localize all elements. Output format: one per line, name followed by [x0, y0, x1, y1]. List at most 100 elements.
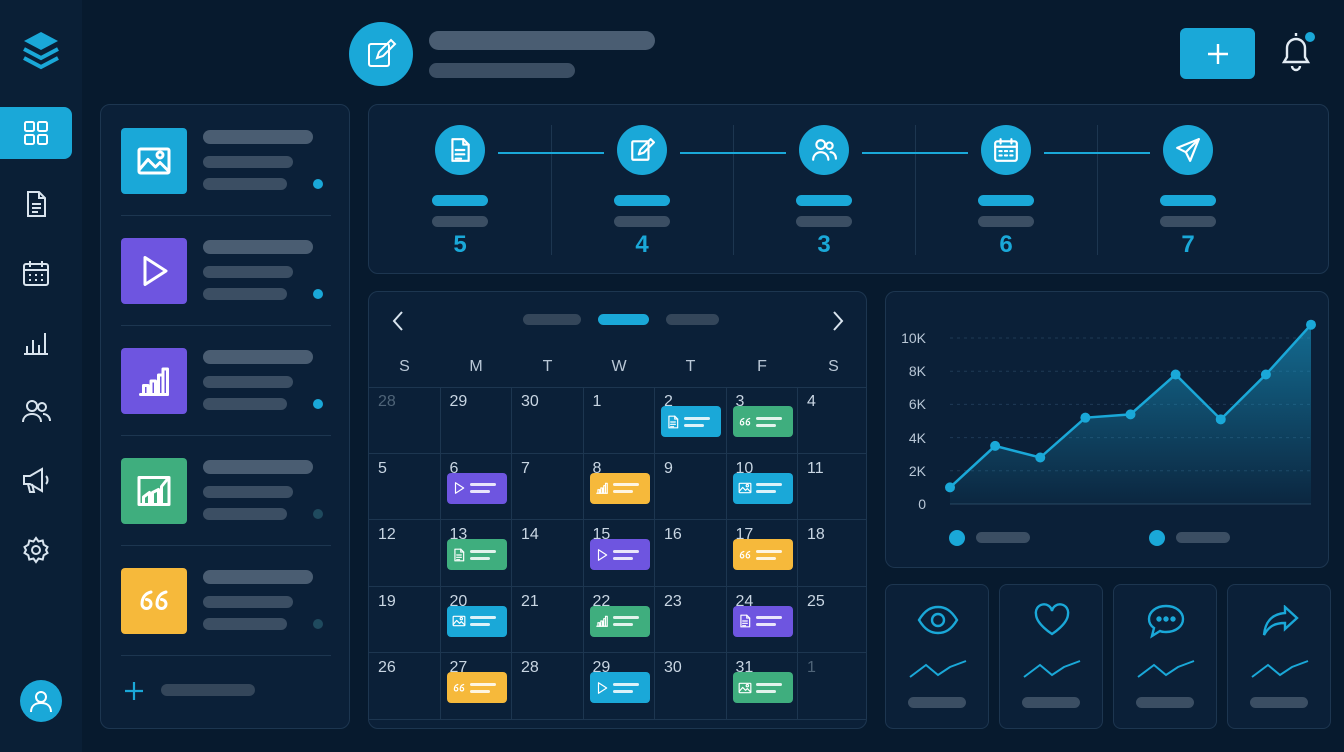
notifications-button[interactable]: [1278, 30, 1318, 74]
nav-analytics[interactable]: [0, 317, 72, 369]
day-number: 25: [807, 592, 825, 610]
nav-campaigns[interactable]: [0, 454, 72, 506]
nav-dashboard[interactable]: [0, 107, 72, 159]
scheduled-post[interactable]: [732, 672, 793, 703]
page-title-placeholder: [429, 31, 655, 50]
calendar-day[interactable]: 2: [655, 387, 727, 454]
scheduled-post[interactable]: [661, 406, 721, 437]
trend-line: [1251, 660, 1309, 678]
item-meta-placeholder: [203, 266, 293, 278]
calendar-day[interactable]: 28: [369, 387, 441, 454]
image-thumbnail: [121, 128, 187, 194]
calendar-day[interactable]: 10: [726, 453, 798, 520]
users-icon: [22, 400, 51, 423]
calendar-day[interactable]: 31: [726, 653, 798, 720]
scheduled-post[interactable]: [446, 539, 507, 570]
item-title-placeholder: [203, 460, 313, 474]
calendar-day[interactable]: 15: [583, 520, 655, 587]
view-tab-1[interactable]: [523, 314, 581, 325]
calendar-day[interactable]: 28: [512, 653, 584, 720]
view-tab-2-active[interactable]: [598, 314, 649, 325]
weekday-label: S: [828, 358, 839, 375]
workflow-step-5[interactable]: 7: [1097, 105, 1279, 273]
calendar-day[interactable]: 19: [369, 586, 441, 653]
calendar-day[interactable]: 21: [512, 586, 584, 653]
calendar-day[interactable]: 8: [583, 453, 655, 520]
nav-team[interactable]: [0, 385, 72, 437]
calendar-day[interactable]: 16: [655, 520, 727, 587]
calendar-day[interactable]: 30: [512, 387, 584, 454]
calendar-day[interactable]: 24: [726, 586, 798, 653]
avatar[interactable]: [20, 680, 62, 722]
scheduled-post[interactable]: [732, 406, 793, 437]
scheduled-post[interactable]: [589, 605, 650, 637]
add-button[interactable]: [1180, 28, 1255, 79]
quote-icon: [140, 590, 168, 610]
calendar-day[interactable]: 1: [583, 387, 655, 454]
workflow-step-4[interactable]: 6: [915, 105, 1097, 273]
trend-line: [1137, 660, 1195, 678]
day-number: 26: [378, 659, 396, 676]
workflow-step-3[interactable]: 3: [733, 105, 915, 273]
content-item-video[interactable]: [121, 238, 331, 338]
calendar-day[interactable]: 1: [798, 653, 866, 720]
scheduled-post[interactable]: [589, 672, 650, 703]
stat-card-likes[interactable]: [999, 584, 1103, 729]
calendar-day[interactable]: 29: [440, 387, 512, 454]
add-content-button[interactable]: [123, 680, 145, 702]
layers-icon[interactable]: [22, 30, 60, 76]
workflow-step-1[interactable]: 5: [369, 105, 551, 273]
y-tick-label: 10K: [901, 330, 926, 346]
scheduled-post[interactable]: [732, 539, 793, 570]
scheduled-post[interactable]: [589, 539, 650, 570]
content-item-quote[interactable]: [121, 568, 331, 668]
calendar-day[interactable]: 23: [655, 586, 727, 653]
calendar-day[interactable]: 29: [583, 653, 655, 720]
calendar-day[interactable]: 3: [726, 387, 798, 454]
nav-documents[interactable]: [0, 178, 72, 230]
next-month-button[interactable]: [831, 310, 845, 332]
content-item-chart[interactable]: [121, 458, 331, 558]
calendar-day[interactable]: 22: [583, 586, 655, 653]
calendar-day[interactable]: 18: [798, 520, 866, 587]
calendar-day[interactable]: 17: [726, 520, 798, 587]
calendar-day[interactable]: 20: [440, 586, 512, 653]
divider: [121, 325, 331, 326]
scheduled-post[interactable]: [446, 605, 507, 637]
nav-settings[interactable]: [0, 524, 72, 576]
stat-card-views[interactable]: [885, 584, 989, 729]
calendar-day[interactable]: 11: [798, 454, 866, 520]
data-point: [990, 440, 1001, 451]
stat-card-shares[interactable]: [1227, 584, 1331, 729]
calendar-day[interactable]: 4: [798, 387, 866, 454]
area-chart-icon: [137, 476, 171, 506]
content-item-chart[interactable]: [121, 348, 331, 448]
document-icon: [451, 138, 470, 162]
calendar-day[interactable]: 7: [512, 453, 584, 520]
calendar-day[interactable]: 30: [655, 653, 727, 720]
stat-card-comments[interactable]: [1113, 584, 1217, 729]
bar-chart-icon: [595, 482, 608, 494]
calendar-day[interactable]: 26: [369, 653, 441, 720]
prev-month-button[interactable]: [391, 310, 405, 332]
view-tab-3[interactable]: [666, 314, 719, 325]
calendar-day[interactable]: 9: [655, 453, 727, 520]
scheduled-post[interactable]: [732, 605, 793, 637]
scheduled-post[interactable]: [446, 672, 507, 703]
scheduled-post[interactable]: [589, 472, 650, 504]
calendar-day[interactable]: 13: [440, 520, 512, 587]
workflow-step-2[interactable]: 4: [551, 105, 733, 273]
content-item-image[interactable]: [121, 128, 331, 228]
calendar-day[interactable]: 25: [798, 587, 866, 653]
calendar-day[interactable]: 5: [369, 453, 441, 520]
data-point: [1080, 412, 1091, 423]
scheduled-post[interactable]: [446, 472, 507, 504]
nav-calendar[interactable]: [0, 247, 72, 299]
calendar-day[interactable]: 12: [369, 520, 441, 587]
data-point: [1215, 414, 1226, 425]
calendar-day[interactable]: 6: [440, 453, 512, 520]
calendar-day[interactable]: 27: [440, 653, 512, 720]
header-edit-badge: [349, 22, 413, 86]
calendar-day[interactable]: 14: [512, 520, 584, 587]
scheduled-post[interactable]: [732, 472, 793, 504]
